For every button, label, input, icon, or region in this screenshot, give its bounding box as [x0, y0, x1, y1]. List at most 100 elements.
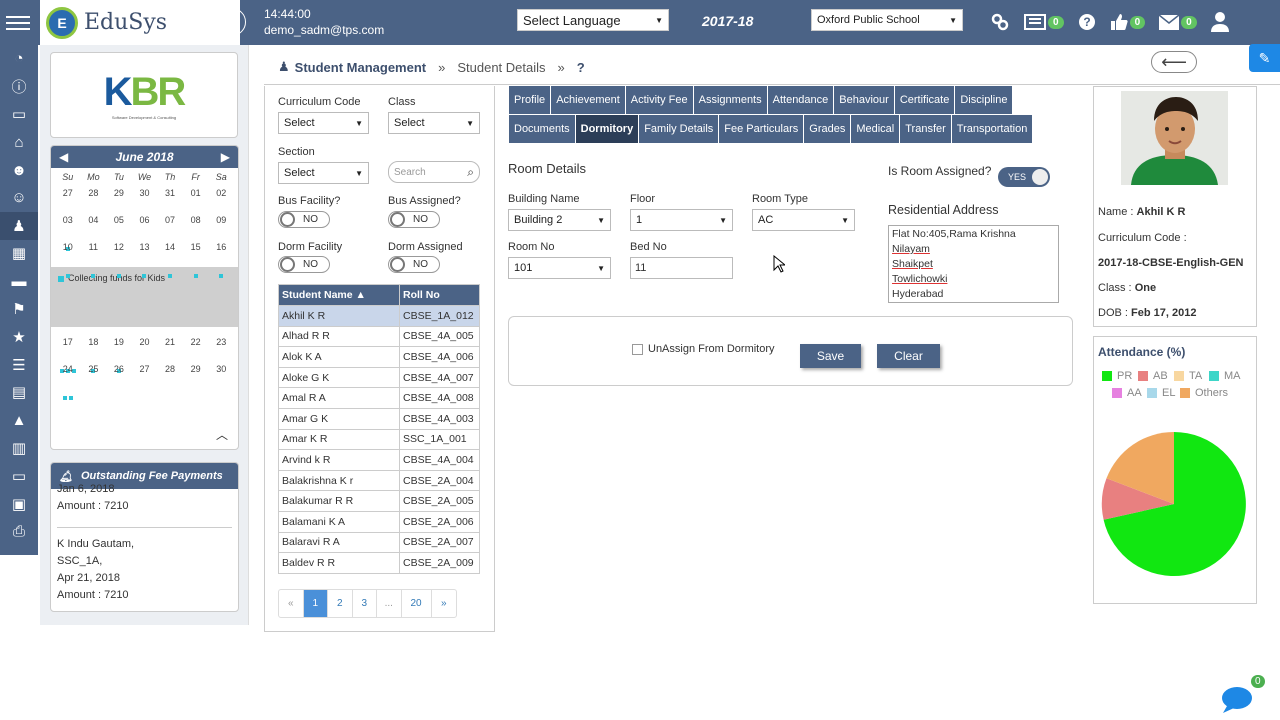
residential-address-field[interactable]: Flat No:405,Rama Krishna Nilayam Shaikpe… — [888, 225, 1059, 303]
info-icon[interactable]: ⓘ — [11, 79, 27, 97]
dorm-assigned-toggle[interactable]: NO — [388, 256, 440, 273]
pager-prev[interactable]: « — [279, 590, 304, 617]
calendar-day[interactable]: 24 — [55, 360, 81, 400]
paint-brush-icon[interactable]: ✎ — [1249, 44, 1280, 72]
users-group-icon[interactable]: ☺ — [11, 189, 27, 207]
breadcrumb-current[interactable]: Student Details — [457, 59, 546, 75]
tab-achievement[interactable]: Achievement — [551, 86, 625, 114]
users-icon[interactable]: ☻ — [11, 161, 27, 179]
help-link[interactable]: ? — [576, 59, 585, 75]
tab-fee-particulars[interactable]: Fee Particulars — [719, 115, 804, 143]
tab-assignments[interactable]: Assignments — [693, 86, 767, 114]
calendar-day[interactable]: 07 — [157, 211, 183, 238]
pager-next[interactable]: » — [440, 598, 447, 609]
calendar-day[interactable]: 28 — [81, 184, 107, 211]
calendar-day[interactable]: 11 — [81, 238, 107, 278]
help-icon[interactable]: ? — [1078, 8, 1096, 36]
bus-icon[interactable]: ▣ — [11, 495, 27, 513]
school-select[interactable]: Oxford Public School ▼ — [811, 9, 963, 31]
chevron-up-icon[interactable]: ︿ — [215, 428, 228, 442]
unassign-checkbox[interactable]: UnAssign From Dormitory — [632, 343, 775, 355]
tab-grades[interactable]: Grades — [804, 115, 851, 143]
bus-facility-toggle[interactable]: NO — [278, 211, 330, 228]
tab-attendance[interactable]: Attendance — [767, 86, 834, 114]
calendar-day[interactable]: 18 — [81, 333, 107, 373]
calendar-day[interactable]: 20 — [132, 333, 158, 360]
floor-select[interactable]: 1 ▼ — [630, 209, 733, 231]
column-header-name[interactable]: Student Name ▲ — [278, 284, 400, 306]
calendar-day[interactable]: 12 — [106, 238, 132, 278]
calendar-day[interactable]: 06 — [132, 211, 158, 238]
calendar-day[interactable]: 17 — [55, 333, 81, 373]
tab-activity-fee[interactable]: Activity Fee — [625, 86, 693, 114]
calendar-day[interactable]: 14 — [157, 238, 183, 278]
prev-month-icon[interactable]: ◀ — [59, 150, 69, 164]
section-select[interactable]: Select ▼ — [278, 162, 369, 184]
document-icon[interactable]: ▤ — [11, 384, 27, 402]
class-select[interactable]: Select ▼ — [388, 112, 480, 134]
calendar-day[interactable]: 31 — [157, 184, 183, 211]
tab-certificate[interactable]: Certificate — [894, 86, 955, 114]
calendar-day[interactable]: 21 — [157, 333, 183, 360]
table-row[interactable]: Amal R A CBSE_4A_008 — [278, 387, 480, 409]
tab-behaviour[interactable]: Behaviour — [834, 86, 894, 114]
table-row[interactable]: Akhil K R CBSE_1A_012 — [278, 305, 480, 327]
flag-icon[interactable]: ⚑ — [12, 301, 26, 319]
print-icon[interactable]: ⎙ — [12, 522, 25, 540]
room-no-select[interactable]: 101 ▼ — [508, 257, 611, 279]
link-icon[interactable] — [990, 8, 1010, 36]
tab-family-details[interactable]: Family Details — [639, 115, 719, 143]
calendar-day[interactable]: 16 — [208, 238, 234, 278]
calendar-day[interactable]: 26 — [106, 360, 132, 387]
menu-icon[interactable] — [6, 12, 30, 32]
calendar-day[interactable]: 29 — [106, 184, 132, 211]
calendar-day[interactable]: 05 — [106, 211, 132, 238]
tab-profile[interactable]: Profile — [509, 86, 551, 114]
user-icon[interactable] — [1210, 8, 1229, 36]
calendar-day[interactable]: 27 — [55, 184, 81, 211]
card-icon[interactable]: ▬ — [11, 272, 27, 290]
calendar-day[interactable]: 04 — [81, 211, 107, 238]
calendar-day[interactable]: 01 — [183, 184, 209, 211]
calendar-day[interactable]: 22 — [183, 333, 209, 360]
room-type-select[interactable]: AC ▼ — [752, 209, 855, 231]
pager-page-last[interactable]: 20 — [402, 590, 432, 617]
table-row[interactable]: Balaravi R A CBSE_2A_007 — [278, 531, 480, 554]
tab-transfer[interactable]: Transfer — [900, 115, 951, 143]
calendar-day[interactable]: 25 — [81, 360, 107, 387]
mail-icon[interactable]: 0 — [1159, 8, 1197, 36]
calendar-day[interactable]: 02 — [208, 184, 234, 211]
pager-page-2[interactable]: 2 — [328, 590, 353, 617]
table-row[interactable]: Aloke G K CBSE_4A_007 — [278, 366, 480, 389]
institution-icon[interactable]: ⌂ — [14, 133, 24, 151]
table-row[interactable]: Arvind k R CBSE_4A_004 — [278, 449, 480, 471]
clear-button[interactable]: Clear — [877, 344, 940, 368]
search-input[interactable]: Search ⌕ — [388, 161, 480, 183]
calendar-day[interactable]: 13 — [132, 238, 158, 278]
calendar-day[interactable]: 23 — [208, 333, 234, 360]
tab-medical[interactable]: Medical — [851, 115, 900, 143]
table-row[interactable]: Alok K A CBSE_4A_006 — [278, 346, 480, 368]
room-assigned-toggle[interactable]: YES — [998, 167, 1050, 187]
graduation-cap-icon[interactable]: ▲ — [11, 411, 27, 429]
star-icon[interactable]: ★ — [12, 328, 26, 346]
calendar-day[interactable]: 30 — [208, 360, 234, 387]
calendar-day[interactable]: 10 — [55, 238, 81, 278]
bus-assigned-toggle[interactable]: NO — [388, 211, 440, 228]
building-select[interactable]: Building 2 ▼ — [508, 209, 611, 231]
calendar-day[interactable]: 15 — [183, 238, 209, 278]
pager-page-1[interactable]: 1 — [303, 590, 328, 617]
list-icon[interactable]: ☰ — [12, 356, 26, 374]
chat-icon[interactable] — [1221, 686, 1253, 714]
tab-dormitory[interactable]: Dormitory — [575, 115, 639, 143]
calendar-day[interactable]: 30 — [132, 184, 158, 211]
monitor-icon[interactable]: ▭ — [11, 106, 27, 124]
search-icon[interactable]: ⌕ — [467, 164, 474, 179]
column-header-roll[interactable]: Roll No — [399, 284, 480, 306]
calculator-icon[interactable]: ▦ — [11, 245, 27, 263]
pager-page-3[interactable]: 3 — [353, 590, 377, 617]
next-month-icon[interactable]: ▶ — [220, 150, 230, 164]
expand-arrow-button[interactable]: ⟶ — [196, 8, 246, 36]
calendar-day[interactable]: 28 — [157, 360, 183, 387]
messages-icon[interactable]: 0 — [1024, 8, 1064, 36]
